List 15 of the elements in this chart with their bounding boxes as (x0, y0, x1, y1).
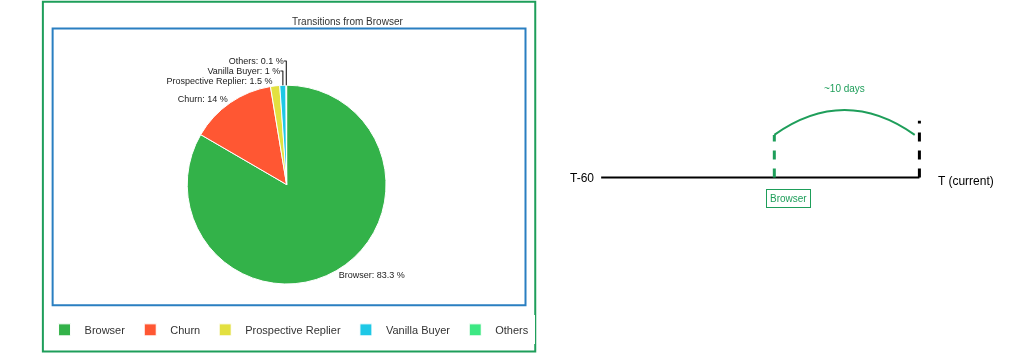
legend-label: Others (495, 324, 529, 337)
legend-label: Browser (84, 324, 126, 337)
data-label: Prospective Replier: 1.5 % (166, 75, 273, 86)
text: ~10 days (824, 83, 865, 94)
legend-label: Churn (170, 324, 201, 337)
text: T (current) (938, 174, 994, 188)
legend-label: Prospective Replier (245, 324, 341, 337)
data-label: Churn: 14 % (177, 94, 228, 105)
legend-label: Vanilla Buyer (385, 324, 451, 337)
chart-title: Transitions from Browser (292, 16, 404, 27)
data-label: Vanilla Buyer: 1 % (207, 65, 281, 76)
text: Browser (770, 193, 808, 204)
data-label: Browser: 83.3 % (338, 269, 405, 280)
data-label: Others: 0.1 % (228, 55, 284, 66)
text: T-60 (570, 171, 595, 185)
